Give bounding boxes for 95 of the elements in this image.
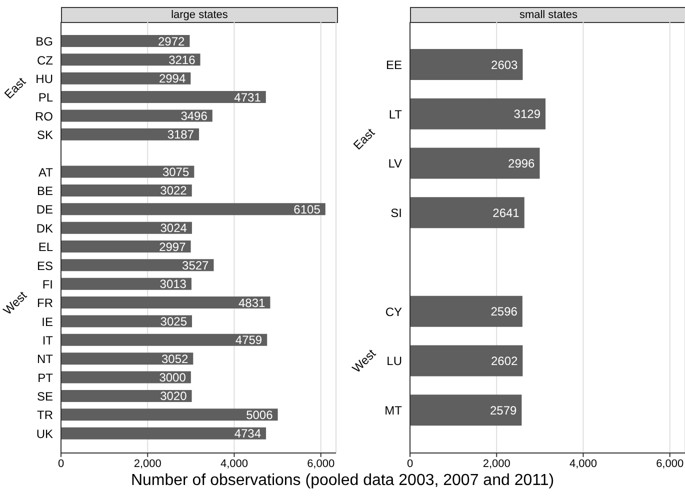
x-tick-label: 6,000 xyxy=(307,458,335,470)
y-tick-label: EL xyxy=(38,240,54,254)
data-label: 2972 xyxy=(158,34,186,48)
y-tick-label: AT xyxy=(38,165,54,180)
y-tick-label: LU xyxy=(386,354,402,368)
data-label: 2641 xyxy=(492,206,520,220)
bar xyxy=(410,49,523,80)
y-tick-label: FI xyxy=(42,277,53,292)
y-tick-label: BE xyxy=(36,184,53,198)
y-tick-label: DE xyxy=(36,202,53,217)
x-tick-label: 6,000 xyxy=(656,458,684,470)
bar xyxy=(61,184,192,196)
bar xyxy=(61,427,266,440)
y-tick-label: HU xyxy=(36,72,53,86)
y-tick-label: RO xyxy=(35,109,53,124)
bar xyxy=(61,259,214,272)
data-label: 4831 xyxy=(238,296,266,310)
bar xyxy=(61,390,192,402)
bar xyxy=(61,334,268,346)
y-tick-label: IE xyxy=(42,314,53,329)
data-label: 2596 xyxy=(490,304,518,319)
y-tick-label: PL xyxy=(38,90,54,105)
y-tick-label: BG xyxy=(36,34,53,49)
y-tick-label: TR xyxy=(37,408,54,422)
bar xyxy=(61,35,190,47)
data-label: 4734 xyxy=(234,426,262,441)
bar xyxy=(61,222,192,234)
data-label: 4731 xyxy=(234,90,262,104)
data-label: 3129 xyxy=(514,107,541,122)
y-tick-label: SI xyxy=(390,206,402,220)
y-tick-label: FR xyxy=(37,296,54,310)
y-tick-label: NT xyxy=(37,352,54,366)
bar xyxy=(61,352,194,365)
data-label: 3052 xyxy=(161,352,188,366)
data-label: 2994 xyxy=(158,72,186,86)
y-tick-label: MT xyxy=(384,404,403,418)
y-tick-label: CY xyxy=(385,304,402,319)
x-tick-label: 4,000 xyxy=(220,458,248,470)
data-label: 2579 xyxy=(490,403,518,418)
data-label: 3000 xyxy=(159,370,186,385)
bar xyxy=(410,345,523,376)
bar xyxy=(61,371,191,384)
data-label: 2996 xyxy=(508,156,536,171)
bar xyxy=(61,278,192,290)
y-tick-label: IT xyxy=(42,334,54,348)
chart-title: large states xyxy=(61,7,338,23)
x-tick-label: 4,000 xyxy=(569,458,597,470)
y-tick-label: SK xyxy=(36,128,53,142)
y-tick-label: DK xyxy=(36,221,53,236)
chart-title: small states xyxy=(410,7,685,23)
bar xyxy=(61,91,266,104)
bar xyxy=(61,408,278,421)
x-axis-title: Number of observations (pooled data 2003, 2007 and 2011) xyxy=(130,472,556,490)
bar xyxy=(61,110,212,122)
data-label: 2603 xyxy=(491,58,518,72)
data-label: 3496 xyxy=(180,108,208,123)
bar xyxy=(410,197,524,228)
x-tick-label: 0 xyxy=(58,458,64,470)
data-label: 3187 xyxy=(167,128,194,142)
data-label: 3020 xyxy=(160,389,188,404)
bar xyxy=(61,54,200,66)
y-tick-label: LV xyxy=(388,156,402,171)
bar xyxy=(61,166,194,178)
y-tick-label: SE xyxy=(36,390,53,404)
bar xyxy=(61,315,192,328)
y-tick-label: CZ xyxy=(37,53,53,68)
y-tick-label: ES xyxy=(36,258,53,273)
bar xyxy=(410,148,540,179)
bar xyxy=(61,240,191,252)
bar xyxy=(410,296,522,327)
data-label: 3025 xyxy=(160,314,188,328)
bar xyxy=(61,203,326,216)
data-label: 3022 xyxy=(160,184,188,198)
y-tick-label: PT xyxy=(38,370,54,385)
bar xyxy=(61,296,270,309)
y-tick-label: UK xyxy=(36,426,53,441)
bar xyxy=(61,128,200,140)
bar xyxy=(410,98,546,130)
data-label: 6105 xyxy=(294,202,321,216)
bar xyxy=(61,72,191,84)
data-label: 4759 xyxy=(235,333,262,348)
data-label: 3075 xyxy=(162,165,190,180)
data-label: 3527 xyxy=(182,258,210,272)
y-tick-label: LT xyxy=(388,107,403,122)
x-tick-label: 0 xyxy=(406,458,414,470)
data-label: 3024 xyxy=(160,221,188,236)
data-label: 3216 xyxy=(168,52,196,67)
data-label: 3013 xyxy=(160,277,187,292)
y-tick-label: EE xyxy=(386,58,402,72)
x-tick-label: 2,000 xyxy=(134,458,162,470)
bar xyxy=(410,394,522,426)
data-label: 5006 xyxy=(246,408,274,422)
data-label: 2602 xyxy=(490,354,518,368)
data-label: 2997 xyxy=(159,240,186,254)
x-tick-label: 2,000 xyxy=(482,458,510,470)
